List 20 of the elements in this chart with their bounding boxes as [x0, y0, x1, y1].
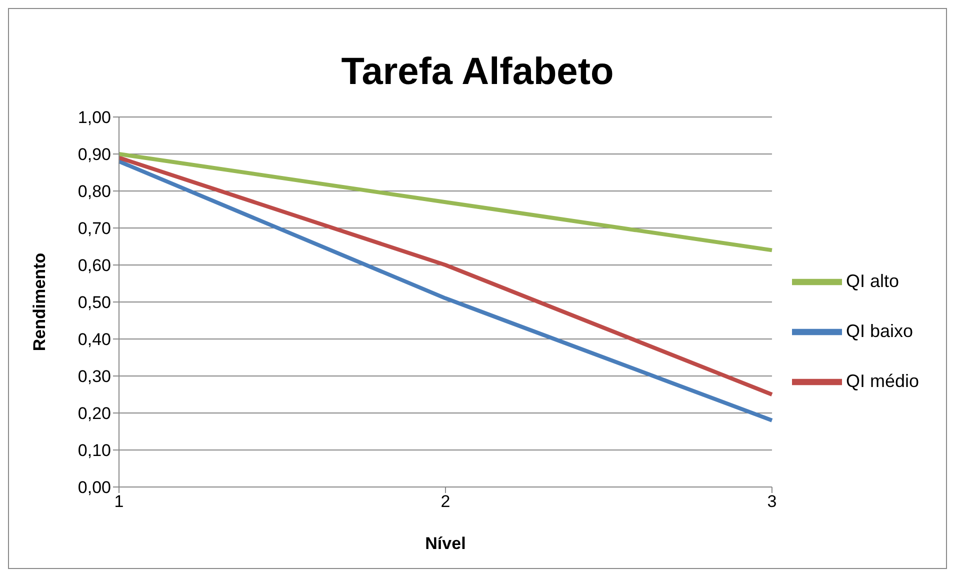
x-axis-title: Nível [425, 534, 466, 553]
x-tick-label: 2 [440, 492, 450, 512]
y-tick-label: 0,40 [78, 330, 111, 350]
y-tick-label: 0,70 [78, 219, 111, 238]
x-tick-label: 1 [114, 492, 124, 512]
chart-title: Tarefa Alfabeto [340, 50, 615, 95]
y-tick-label: 1,00 [78, 108, 111, 128]
y-tick-label: 0,60 [78, 256, 111, 276]
y-tick-label: 0,80 [78, 182, 111, 202]
legend-label: QI baixo [846, 320, 914, 341]
legend-label: QI médio [846, 370, 919, 391]
y-tick-label: 0,50 [78, 293, 111, 312]
y-tick-label: 0,90 [78, 145, 111, 164]
y-tick-label: 0,30 [78, 367, 111, 386]
y-tick-label: 0,10 [78, 441, 111, 460]
y-tick-label: 0,00 [78, 478, 111, 498]
x-tick-label: 3 [767, 492, 777, 512]
y-axis-title: Rendimento [30, 252, 50, 352]
legend-label: QI alto [846, 270, 899, 291]
y-tick-label: 0,20 [78, 404, 111, 424]
